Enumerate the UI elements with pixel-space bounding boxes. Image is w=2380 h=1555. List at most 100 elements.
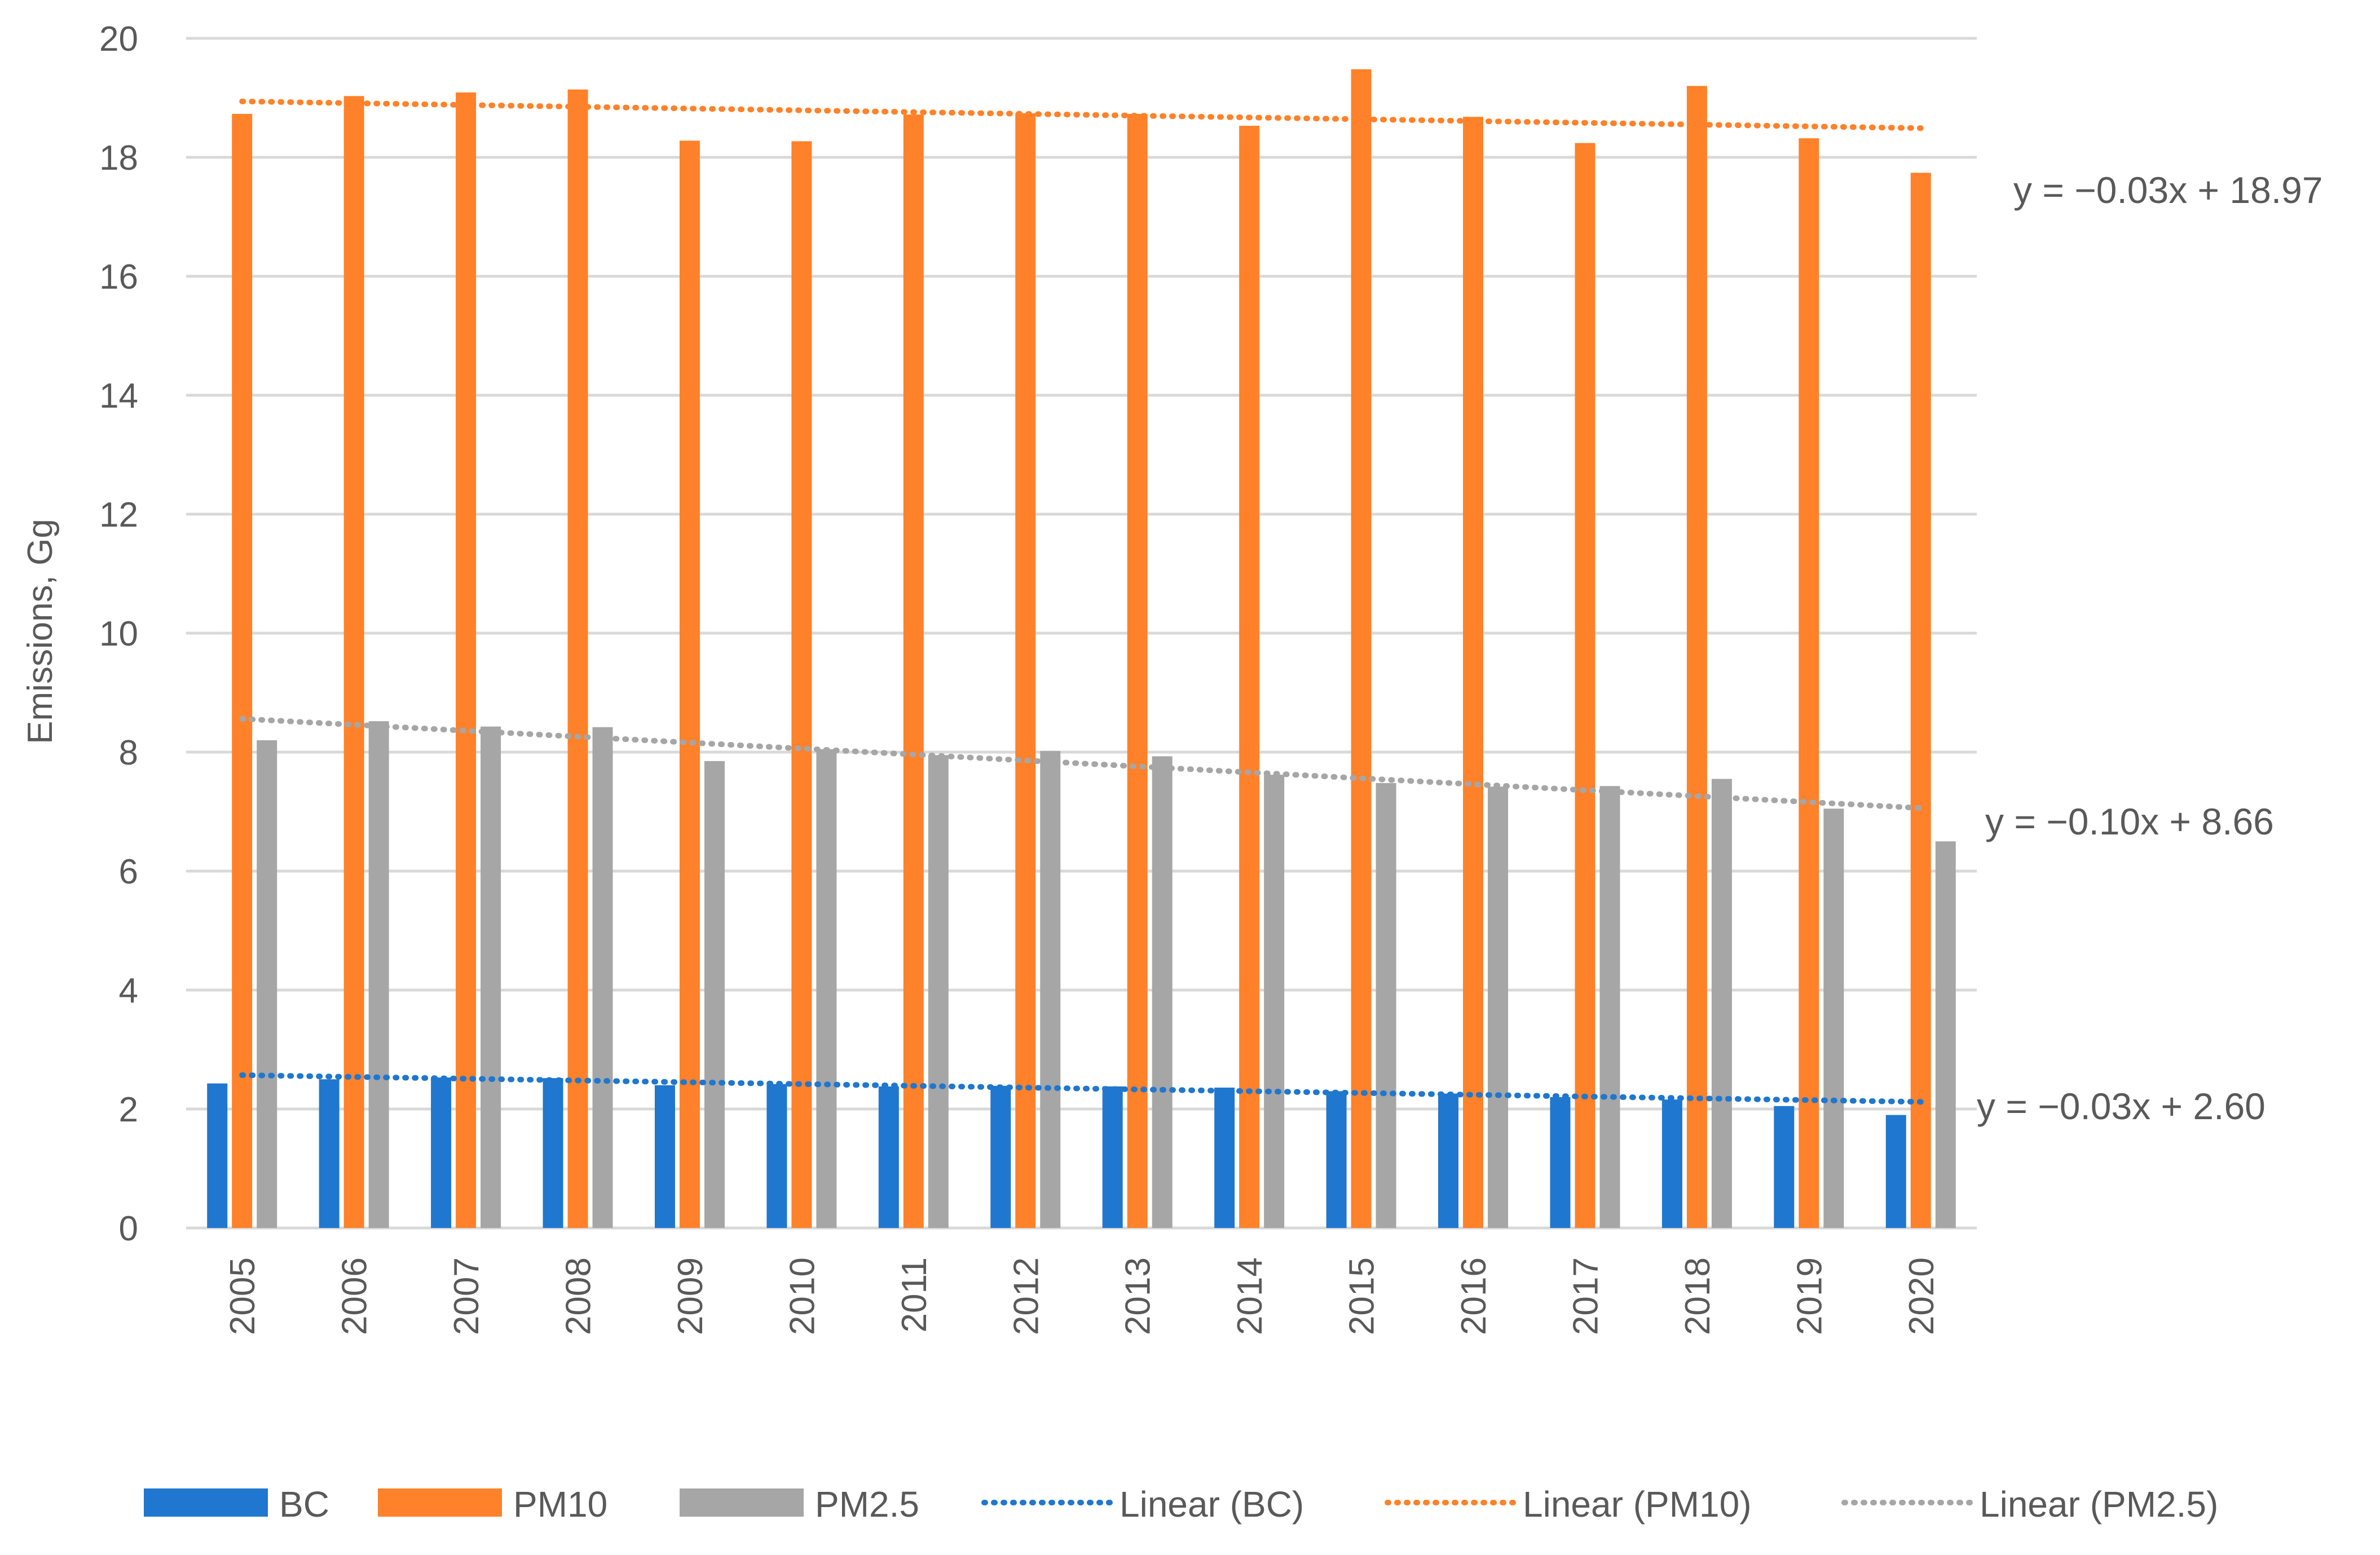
trendline-linear-pm10 <box>239 98 1924 131</box>
bar-bc-2015 <box>1326 1091 1347 1228</box>
bar-pm2-5-2007 <box>481 726 501 1228</box>
bar-bc-2008 <box>543 1078 563 1228</box>
bar-pm10-2015 <box>1351 69 1372 1228</box>
bar-bc-2016 <box>1438 1093 1459 1228</box>
bar-pm2-5-2013 <box>1152 756 1173 1228</box>
bar-bc-2009 <box>654 1085 675 1228</box>
bar-pm10-2019 <box>1799 138 1819 1229</box>
bar-pm10-2005 <box>232 113 253 1229</box>
x-tick-label-2016: 2016 <box>1455 1257 1493 1335</box>
legend-label-bc: BC <box>279 1484 329 1525</box>
y-tick-label-14: 14 <box>99 377 138 416</box>
x-tick-label-2020: 2020 <box>1902 1257 1941 1335</box>
bar-pm2-5-2006 <box>368 721 389 1228</box>
bar-bc-2006 <box>319 1079 340 1228</box>
y-tick-label-6: 6 <box>119 852 138 891</box>
legend-item-linear-pm2-5: Linear (PM2.5) <box>1841 1484 2218 1525</box>
bar-bc-2005 <box>207 1083 228 1228</box>
gridlines <box>186 37 1977 1230</box>
bar-pm10-2018 <box>1686 86 1707 1228</box>
legend-label-linear-pm2-5: Linear (PM2.5) <box>1980 1484 2218 1525</box>
x-tick-label-2017: 2017 <box>1566 1257 1605 1335</box>
trendline-equations: y = −0.03x + 2.60 y = −0.03x + 18.97 y = −… <box>1977 169 2323 1127</box>
legend-swatch-pm10 <box>378 1488 502 1517</box>
x-axis-tick-labels: 2005 2006 2007 2008 2009 2010 2011 2012 2013 2014… <box>223 1257 1941 1335</box>
y-tick-label-12: 12 <box>99 496 138 534</box>
y-tick-label-8: 8 <box>119 734 138 772</box>
bar-pm2-5-2020 <box>1935 841 1956 1228</box>
bar-pm2-5-2016 <box>1488 787 1509 1228</box>
bar-pm10-2020 <box>1910 173 1931 1229</box>
equation-linear-bc: y = −0.03x + 2.60 <box>1977 1085 2266 1127</box>
bar-pm2-5-2009 <box>704 761 725 1228</box>
bar-pm2-5-2008 <box>592 727 613 1228</box>
bar-pm2-5-2014 <box>1264 775 1285 1228</box>
legend: BC PM10 PM2.5 Linear (BC) Linear (PM10) Linea… <box>144 1484 2218 1525</box>
y-tick-label-4: 4 <box>119 971 138 1010</box>
legend-item-linear-pm10: Linear (PM10) <box>1385 1484 1752 1525</box>
bar-bc-2018 <box>1661 1099 1682 1228</box>
bars <box>207 69 1956 1229</box>
x-tick-label-2015: 2015 <box>1343 1257 1382 1335</box>
x-tick-label-2009: 2009 <box>671 1257 710 1335</box>
x-tick-label-2007: 2007 <box>447 1257 486 1335</box>
y-axis-title: Emissions, Gg <box>21 519 60 744</box>
bar-pm2-5-2017 <box>1599 786 1620 1228</box>
bar-pm10-2012 <box>1015 113 1036 1229</box>
legend-label-linear-bc: Linear (BC) <box>1120 1484 1304 1525</box>
y-tick-label-2: 2 <box>119 1090 138 1129</box>
x-tick-label-2006: 2006 <box>336 1257 374 1335</box>
bar-pm10-2014 <box>1239 126 1260 1229</box>
x-tick-label-2008: 2008 <box>559 1257 598 1335</box>
bar-bc-2010 <box>766 1084 787 1228</box>
bar-pm10-2016 <box>1463 117 1484 1228</box>
bar-pm10-2010 <box>791 141 812 1228</box>
x-tick-label-2014: 2014 <box>1231 1257 1270 1335</box>
x-tick-label-2005: 2005 <box>223 1257 262 1335</box>
legend-item-pm2-5: PM2.5 <box>680 1484 919 1525</box>
y-tick-label-20: 20 <box>99 20 138 59</box>
bar-bc-2012 <box>990 1085 1011 1228</box>
bar-pm10-2009 <box>679 140 700 1229</box>
bar-pm10-2011 <box>903 114 924 1228</box>
bar-bc-2020 <box>1885 1115 1906 1228</box>
bar-bc-2013 <box>1102 1086 1123 1228</box>
bar-bc-2019 <box>1774 1106 1795 1228</box>
x-tick-label-2011: 2011 <box>895 1257 934 1332</box>
bar-pm2-5-2011 <box>928 755 949 1228</box>
trendline-linear-pm2-5 <box>239 715 1924 811</box>
legend-swatch-bc <box>144 1488 268 1517</box>
legend-label-pm2-5: PM2.5 <box>815 1484 919 1525</box>
x-tick-label-2010: 2010 <box>783 1257 822 1335</box>
bar-pm10-2013 <box>1127 113 1148 1229</box>
legend-item-bc: BC <box>144 1484 329 1525</box>
equation-linear-pm2-5: y = −0.10x + 8.66 <box>1985 801 2274 842</box>
legend-label-pm10: PM10 <box>513 1484 607 1525</box>
bar-pm2-5-2015 <box>1376 783 1396 1228</box>
x-tick-label-2013: 2013 <box>1119 1257 1158 1335</box>
x-tick-label-2012: 2012 <box>1007 1257 1046 1335</box>
legend-swatch-pm2-5 <box>680 1488 804 1517</box>
y-tick-label-18: 18 <box>99 139 138 178</box>
bar-pm10-2008 <box>567 89 588 1229</box>
equation-linear-pm10: y = −0.03x + 18.97 <box>2013 169 2323 211</box>
legend-item-linear-bc: Linear (BC) <box>981 1484 1304 1525</box>
bar-pm2-5-2005 <box>257 740 277 1228</box>
bar-bc-2017 <box>1550 1097 1571 1228</box>
bar-bc-2007 <box>431 1077 452 1228</box>
bar-pm10-2007 <box>456 92 477 1228</box>
bar-pm2-5-2018 <box>1711 779 1732 1228</box>
bar-bc-2014 <box>1214 1088 1235 1228</box>
y-tick-label-10: 10 <box>99 615 138 653</box>
trendline-linear-bc <box>239 1072 1924 1105</box>
x-tick-label-2018: 2018 <box>1678 1257 1717 1335</box>
trendlines <box>239 98 1924 1105</box>
bar-pm10-2006 <box>343 96 364 1229</box>
y-axis-tick-labels: 0 2 4 6 8 10 12 14 16 18 20 <box>99 20 138 1248</box>
bar-pm10-2017 <box>1575 143 1596 1229</box>
bar-bc-2011 <box>878 1086 899 1228</box>
legend-label-linear-pm10: Linear (PM10) <box>1523 1484 1752 1525</box>
x-tick-label-2019: 2019 <box>1790 1257 1829 1335</box>
y-tick-label-16: 16 <box>99 258 138 297</box>
